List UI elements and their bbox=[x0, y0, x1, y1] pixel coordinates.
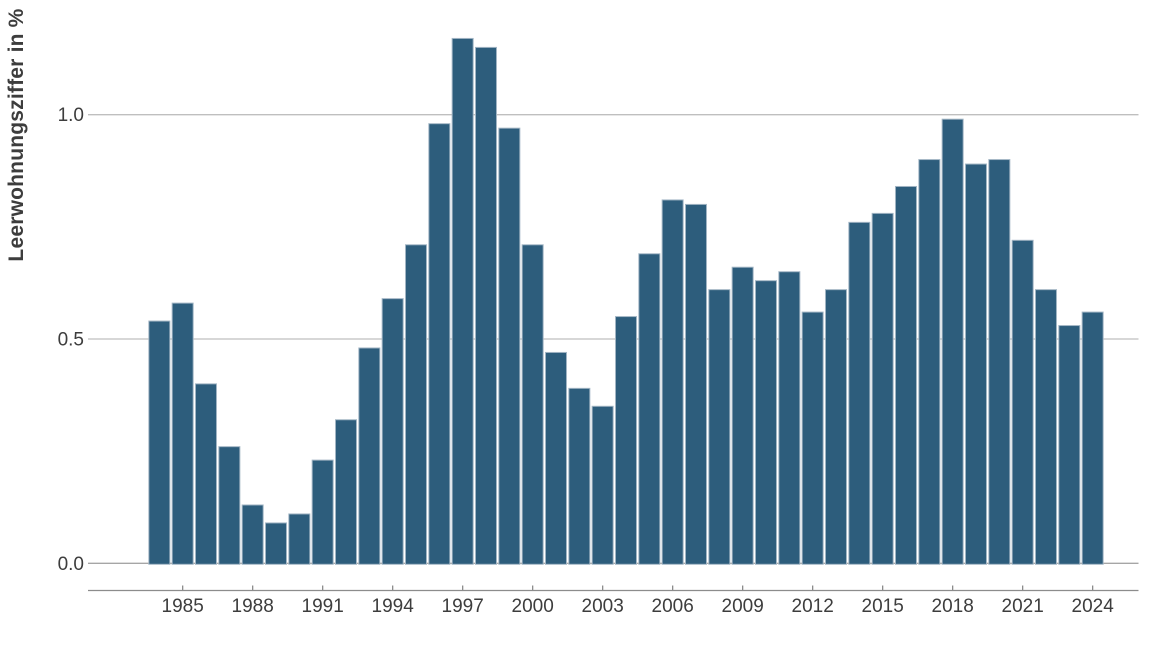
bar-2000 bbox=[521, 244, 544, 565]
bar-2016 bbox=[894, 185, 917, 565]
bar-1996 bbox=[428, 123, 451, 565]
x-axis-tick-label: 1994 bbox=[372, 596, 415, 617]
bar-2023 bbox=[1058, 325, 1081, 565]
y-axis-title: Leerwohnungsziffer in % bbox=[5, 8, 28, 262]
y-axis-tick-label: 0.5 bbox=[58, 330, 84, 351]
bar-2017 bbox=[918, 159, 941, 565]
x-axis-tick-label: 1988 bbox=[232, 596, 274, 617]
x-axis-tick-label: 2000 bbox=[512, 596, 554, 617]
bar-2018 bbox=[941, 118, 964, 565]
bar-2001 bbox=[545, 351, 567, 565]
bar-2014 bbox=[848, 221, 871, 565]
bar-2011 bbox=[778, 271, 801, 565]
bar-1992 bbox=[335, 419, 357, 565]
bar-1988 bbox=[241, 504, 264, 565]
bar-2007 bbox=[685, 203, 707, 565]
bar-2015 bbox=[871, 212, 894, 565]
bar-2003 bbox=[591, 405, 614, 565]
x-axis-tick-label: 2021 bbox=[1002, 596, 1044, 617]
bar-2004 bbox=[615, 316, 637, 565]
bar-2024 bbox=[1081, 311, 1104, 565]
x-axis-tick-label: 2012 bbox=[792, 596, 834, 617]
bar-2013 bbox=[824, 289, 847, 565]
bar-1985 bbox=[171, 302, 194, 565]
bar-1986 bbox=[195, 383, 217, 565]
bar-2008 bbox=[708, 289, 731, 565]
bar-1999 bbox=[498, 127, 521, 565]
bar-2010 bbox=[754, 280, 777, 565]
bar-2002 bbox=[568, 387, 591, 565]
bar-1991 bbox=[311, 459, 334, 565]
bar-2022 bbox=[1034, 289, 1057, 565]
bar-1994 bbox=[381, 298, 404, 565]
bar-2005 bbox=[638, 253, 661, 565]
x-axis-tick-label: 2015 bbox=[862, 596, 904, 617]
x-axis-tick-label: 2003 bbox=[582, 596, 624, 617]
bar-1989 bbox=[265, 522, 287, 565]
bar-1997 bbox=[451, 37, 474, 565]
bar-1987 bbox=[218, 446, 241, 565]
bar-1998 bbox=[475, 46, 497, 565]
x-axis-tick-label: 1997 bbox=[442, 596, 484, 617]
y-axis-tick-label: 0.0 bbox=[58, 554, 84, 575]
x-axis-tick-label: 1985 bbox=[162, 596, 204, 617]
x-axis-tick-label: 1991 bbox=[302, 596, 344, 617]
bar-2009 bbox=[731, 266, 754, 565]
bar-2012 bbox=[801, 311, 824, 565]
y-axis-tick-label: 1.0 bbox=[58, 105, 84, 126]
bar-2020 bbox=[988, 159, 1011, 565]
bar-1990 bbox=[288, 513, 311, 565]
bar-2006 bbox=[661, 199, 684, 565]
x-axis-tick-label: 2006 bbox=[652, 596, 694, 617]
x-axis-tick-label: 2018 bbox=[932, 596, 974, 617]
bar-1995 bbox=[405, 244, 427, 565]
bar-1984 bbox=[148, 320, 171, 565]
x-axis-tick-label: 2009 bbox=[722, 596, 764, 617]
bar-2019 bbox=[964, 163, 987, 565]
x-axis-tick-label: 2024 bbox=[1072, 596, 1115, 617]
bar-1993 bbox=[358, 347, 381, 565]
bar-2021 bbox=[1011, 239, 1034, 565]
